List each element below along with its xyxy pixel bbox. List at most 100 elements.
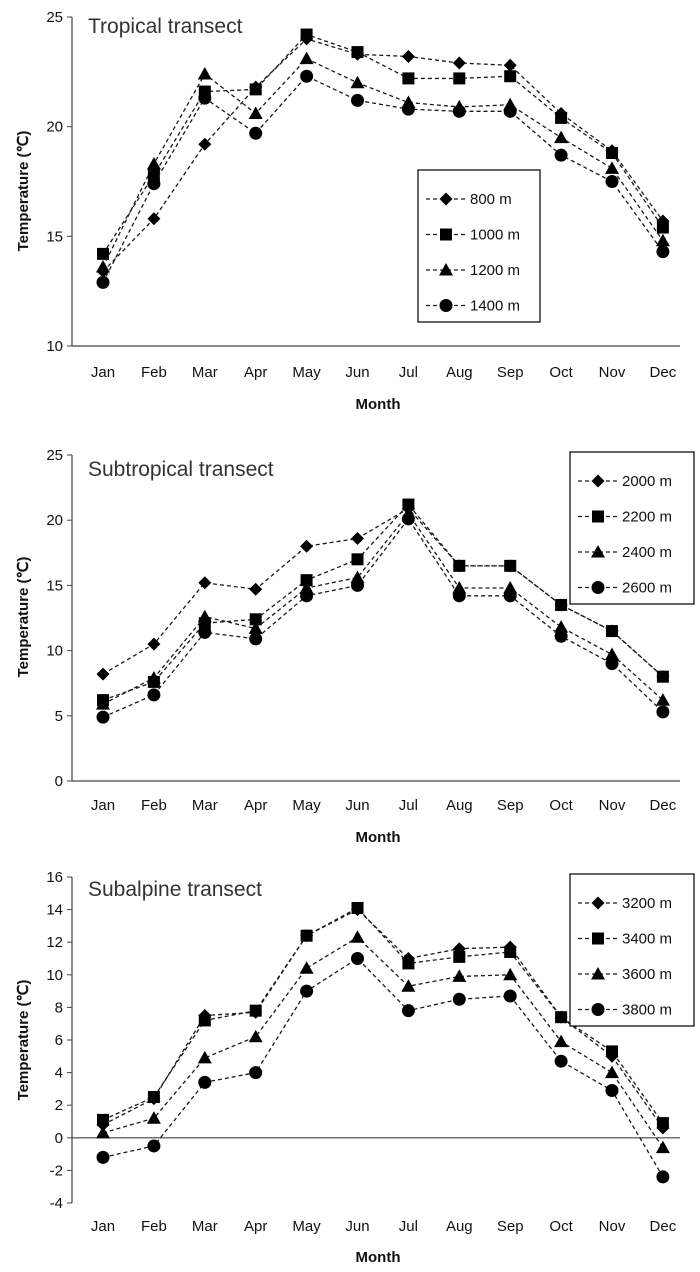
data-point <box>248 106 263 120</box>
data-point <box>351 93 364 107</box>
x-tick-label: May <box>292 797 321 814</box>
data-point <box>248 1029 263 1043</box>
y-tick-label: 12 <box>46 934 63 951</box>
data-point <box>554 1054 568 1068</box>
x-tick-label: Nov <box>599 1218 626 1235</box>
legend-item: 3800 m <box>578 1002 672 1019</box>
data-point <box>401 102 415 116</box>
x-tick-label: Jul <box>399 797 418 814</box>
data-point <box>300 69 314 83</box>
y-axis-title: Temperature (℃) <box>15 131 32 252</box>
x-axis-title: Month <box>356 829 401 846</box>
data-point <box>655 693 670 706</box>
data-point <box>198 137 212 151</box>
data-point <box>504 70 517 83</box>
data-point <box>655 1140 670 1154</box>
x-tick-label: Mar <box>192 797 218 814</box>
series-line <box>102 33 664 255</box>
data-point <box>147 177 161 191</box>
series-circle <box>96 512 670 724</box>
data-point <box>147 1091 160 1104</box>
legend-marker-triangle <box>591 967 605 980</box>
data-point <box>198 576 212 590</box>
data-point <box>300 539 314 553</box>
data-point <box>96 667 110 681</box>
legend-item: 2000 m <box>578 473 672 490</box>
data-point <box>351 553 364 566</box>
legend-label: 1200 m <box>470 262 520 279</box>
data-point <box>605 161 619 174</box>
data-point <box>402 72 415 85</box>
data-point <box>555 598 568 611</box>
data-point <box>504 559 517 572</box>
legend-box <box>569 873 695 1027</box>
chart-title: Subalpine transect <box>88 878 262 901</box>
y-tick-label: 4 <box>55 1065 63 1082</box>
data-point <box>554 1034 569 1048</box>
x-tick-label: Jun <box>345 364 369 381</box>
series-circle <box>96 952 670 1184</box>
legend: 800 m 1000 m 1200 m 1400 m <box>417 169 541 323</box>
x-tick-label: Feb <box>141 797 167 814</box>
series-line <box>102 957 664 1178</box>
data-point <box>656 221 669 234</box>
legend-item: 1000 m <box>426 227 520 244</box>
data-point <box>401 979 416 992</box>
legend: 3200 m 3400 m 3600 m 3800 m <box>569 873 695 1027</box>
data-point <box>197 609 212 623</box>
x-tick-label: Oct <box>549 1218 573 1235</box>
legend-marker-square <box>440 228 452 241</box>
legend-marker-circle <box>439 299 453 312</box>
legend-item: 1200 m <box>426 262 520 279</box>
x-tick-label: Nov <box>599 364 626 381</box>
series-square <box>97 498 669 707</box>
data-point <box>198 91 212 105</box>
x-tick-label: Apr <box>244 364 267 381</box>
legend-box <box>417 169 541 323</box>
data-point <box>453 950 466 963</box>
data-point <box>555 111 568 124</box>
data-point <box>147 168 160 181</box>
x-tick-label: Nov <box>599 797 626 814</box>
data-point <box>198 625 212 639</box>
data-point <box>351 46 364 59</box>
data-point <box>96 1150 110 1164</box>
y-axis-title: Temperature (℃) <box>15 557 32 678</box>
legend-item: 3400 m <box>578 931 672 948</box>
legend-marker-square <box>592 510 604 523</box>
data-point <box>198 1014 211 1027</box>
data-point <box>401 1004 415 1018</box>
data-point <box>96 710 110 724</box>
data-point <box>197 1050 212 1064</box>
legend-marker-diamond <box>591 896 605 910</box>
chart-panel-2: 0 5 10 15 20 25 Jan Feb Mar Apr May Jun Jul Aug Sep Oct… <box>15 447 695 846</box>
data-point <box>605 175 619 188</box>
data-point <box>503 989 517 1003</box>
y-tick-label: 20 <box>46 512 63 529</box>
legend-item: 2200 m <box>578 509 672 526</box>
y-tick-label: 5 <box>55 708 63 725</box>
data-point <box>452 56 466 70</box>
data-point <box>655 233 670 247</box>
legend-marker-triangle <box>591 545 605 558</box>
legend-label: 3800 m <box>622 1002 672 1019</box>
legend-item: 1400 m <box>426 298 520 315</box>
series-line <box>102 75 664 283</box>
data-point <box>554 629 568 643</box>
legend-label: 2000 m <box>622 473 672 490</box>
data-point <box>197 67 212 80</box>
data-point <box>351 531 364 545</box>
x-tick-label: Dec <box>650 1218 677 1235</box>
y-tick-label: 0 <box>55 1130 63 1147</box>
legend-label: 1000 m <box>470 227 520 244</box>
data-point <box>503 589 517 603</box>
data-point <box>605 657 619 671</box>
y-tick-label: -2 <box>50 1162 63 1179</box>
y-tick-label: 10 <box>46 643 63 660</box>
legend-item: 2600 m <box>578 580 672 597</box>
x-tick-label: Oct <box>549 364 573 381</box>
legend-label: 3600 m <box>622 966 672 983</box>
y-tick-label: 10 <box>46 338 63 355</box>
y-tick-label: 15 <box>46 577 63 594</box>
